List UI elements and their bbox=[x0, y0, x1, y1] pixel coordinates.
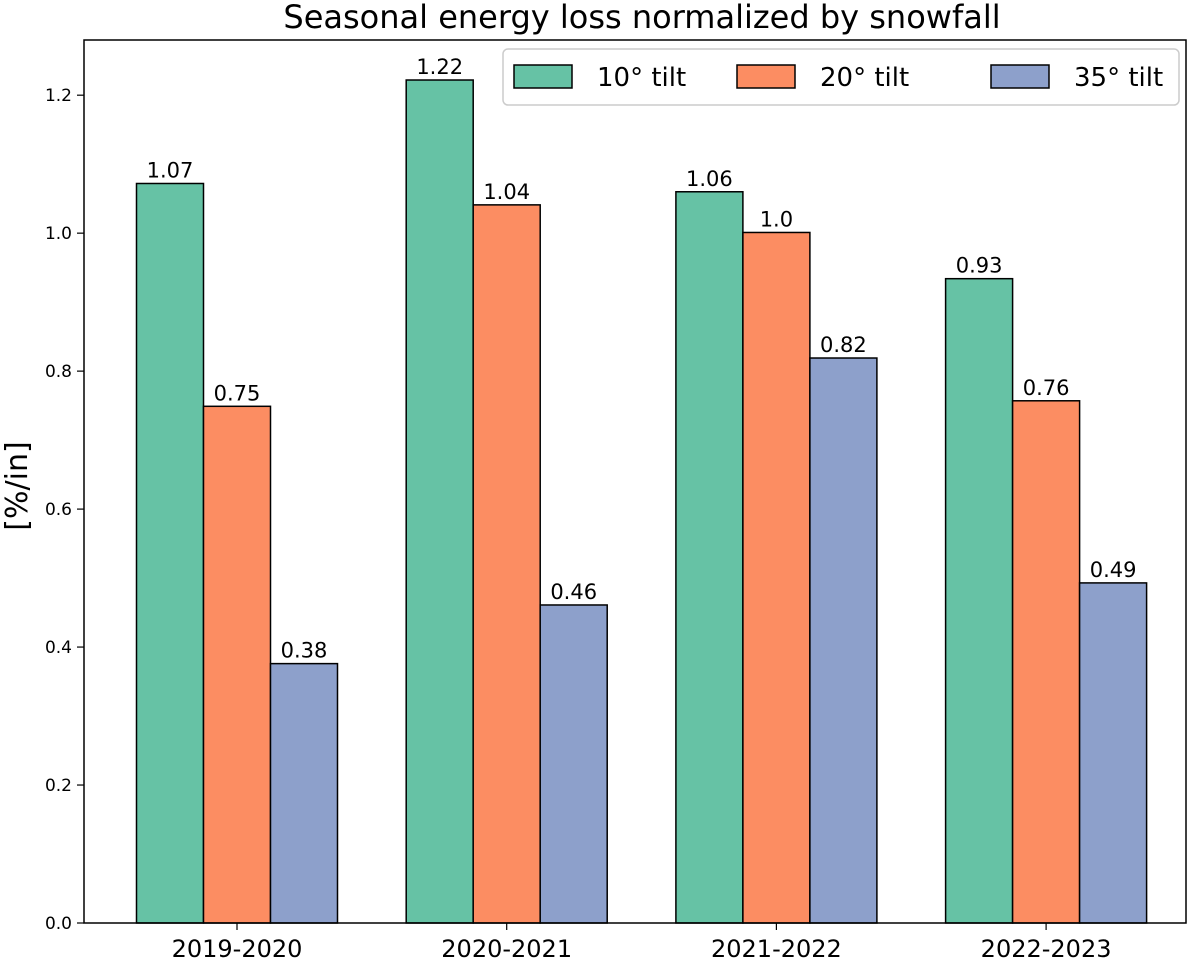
bar-value-label: 1.22 bbox=[416, 55, 463, 79]
y-tick-label: 0.8 bbox=[45, 362, 72, 382]
x-tick-label: 2021-2022 bbox=[711, 935, 842, 959]
bar-value-label: 1.06 bbox=[686, 167, 733, 191]
bar-2021-2022-35tilt bbox=[809, 357, 878, 924]
legend-swatch bbox=[736, 64, 796, 89]
bar-2019-2020-35tilt bbox=[269, 662, 339, 924]
y-tick-label: 0.6 bbox=[45, 500, 72, 520]
bar-2021-2022-10tilt bbox=[675, 191, 744, 924]
legend-swatch bbox=[990, 64, 1050, 89]
y-tick-label: 0.4 bbox=[45, 638, 72, 658]
bar-2020-2021-20tilt bbox=[472, 204, 541, 924]
x-tick-label: 2020-2021 bbox=[441, 935, 572, 959]
bar-2019-2020-20tilt bbox=[202, 405, 272, 924]
y-tick-label: 0.0 bbox=[45, 914, 72, 934]
x-tick-label: 2022-2023 bbox=[981, 935, 1112, 959]
bar-2019-2020-10tilt bbox=[135, 182, 205, 924]
bar-value-label: 1.0 bbox=[760, 207, 793, 231]
bar-2022-2023-35tilt bbox=[1078, 582, 1148, 924]
bar-value-label: 0.76 bbox=[1023, 376, 1070, 400]
y-tick-label: 1.2 bbox=[45, 86, 72, 106]
legend-entry-label: 10° tilt bbox=[597, 63, 686, 93]
plot-frame bbox=[83, 39, 1187, 924]
bar-value-label: 0.38 bbox=[281, 639, 328, 663]
bar-2020-2021-10tilt bbox=[405, 79, 474, 924]
bar-2022-2023-10tilt bbox=[944, 277, 1014, 924]
legend-frame bbox=[502, 48, 1180, 106]
bar-value-label: 0.49 bbox=[1090, 558, 1137, 582]
bar-2022-2023-20tilt bbox=[1011, 400, 1081, 924]
bar-value-label: 1.04 bbox=[483, 180, 530, 204]
bar-value-label: 0.75 bbox=[214, 381, 261, 405]
bar-2021-2022-20tilt bbox=[742, 231, 811, 924]
bar-2020-2021-35tilt bbox=[539, 604, 608, 924]
y-tick-label: 0.2 bbox=[45, 776, 72, 796]
axis-ticks: 0.0 0.2 0.4 0.6 0.8 1.0 1.2 2019-2020 2020-2021 2… bbox=[45, 86, 1112, 959]
bar-value-label: 0.46 bbox=[550, 580, 597, 604]
bar-value-label: 0.93 bbox=[956, 254, 1003, 278]
y-tick-label: 1.0 bbox=[45, 224, 72, 244]
bar-value-label: 0.82 bbox=[820, 333, 867, 357]
legend: 10° tilt 20° tilt 35° tilt bbox=[502, 48, 1180, 106]
y-axis-label: [%/in] bbox=[0, 441, 35, 530]
legend-entry-label: 20° tilt bbox=[820, 63, 909, 93]
bar-labels-layer: 1.07 0.75 0.38 1.22 1.04 0.46 1.06 1.0 0.82 0.93 0… bbox=[147, 55, 1137, 663]
chart-title: Seasonal energy loss normalized by snowf… bbox=[283, 0, 1000, 36]
legend-swatch bbox=[513, 64, 573, 89]
bars-layer bbox=[135, 79, 1148, 924]
bar-value-label: 1.07 bbox=[147, 158, 194, 182]
legend-entry-label: 35° tilt bbox=[1074, 63, 1163, 93]
x-tick-label: 2019-2020 bbox=[172, 935, 303, 959]
